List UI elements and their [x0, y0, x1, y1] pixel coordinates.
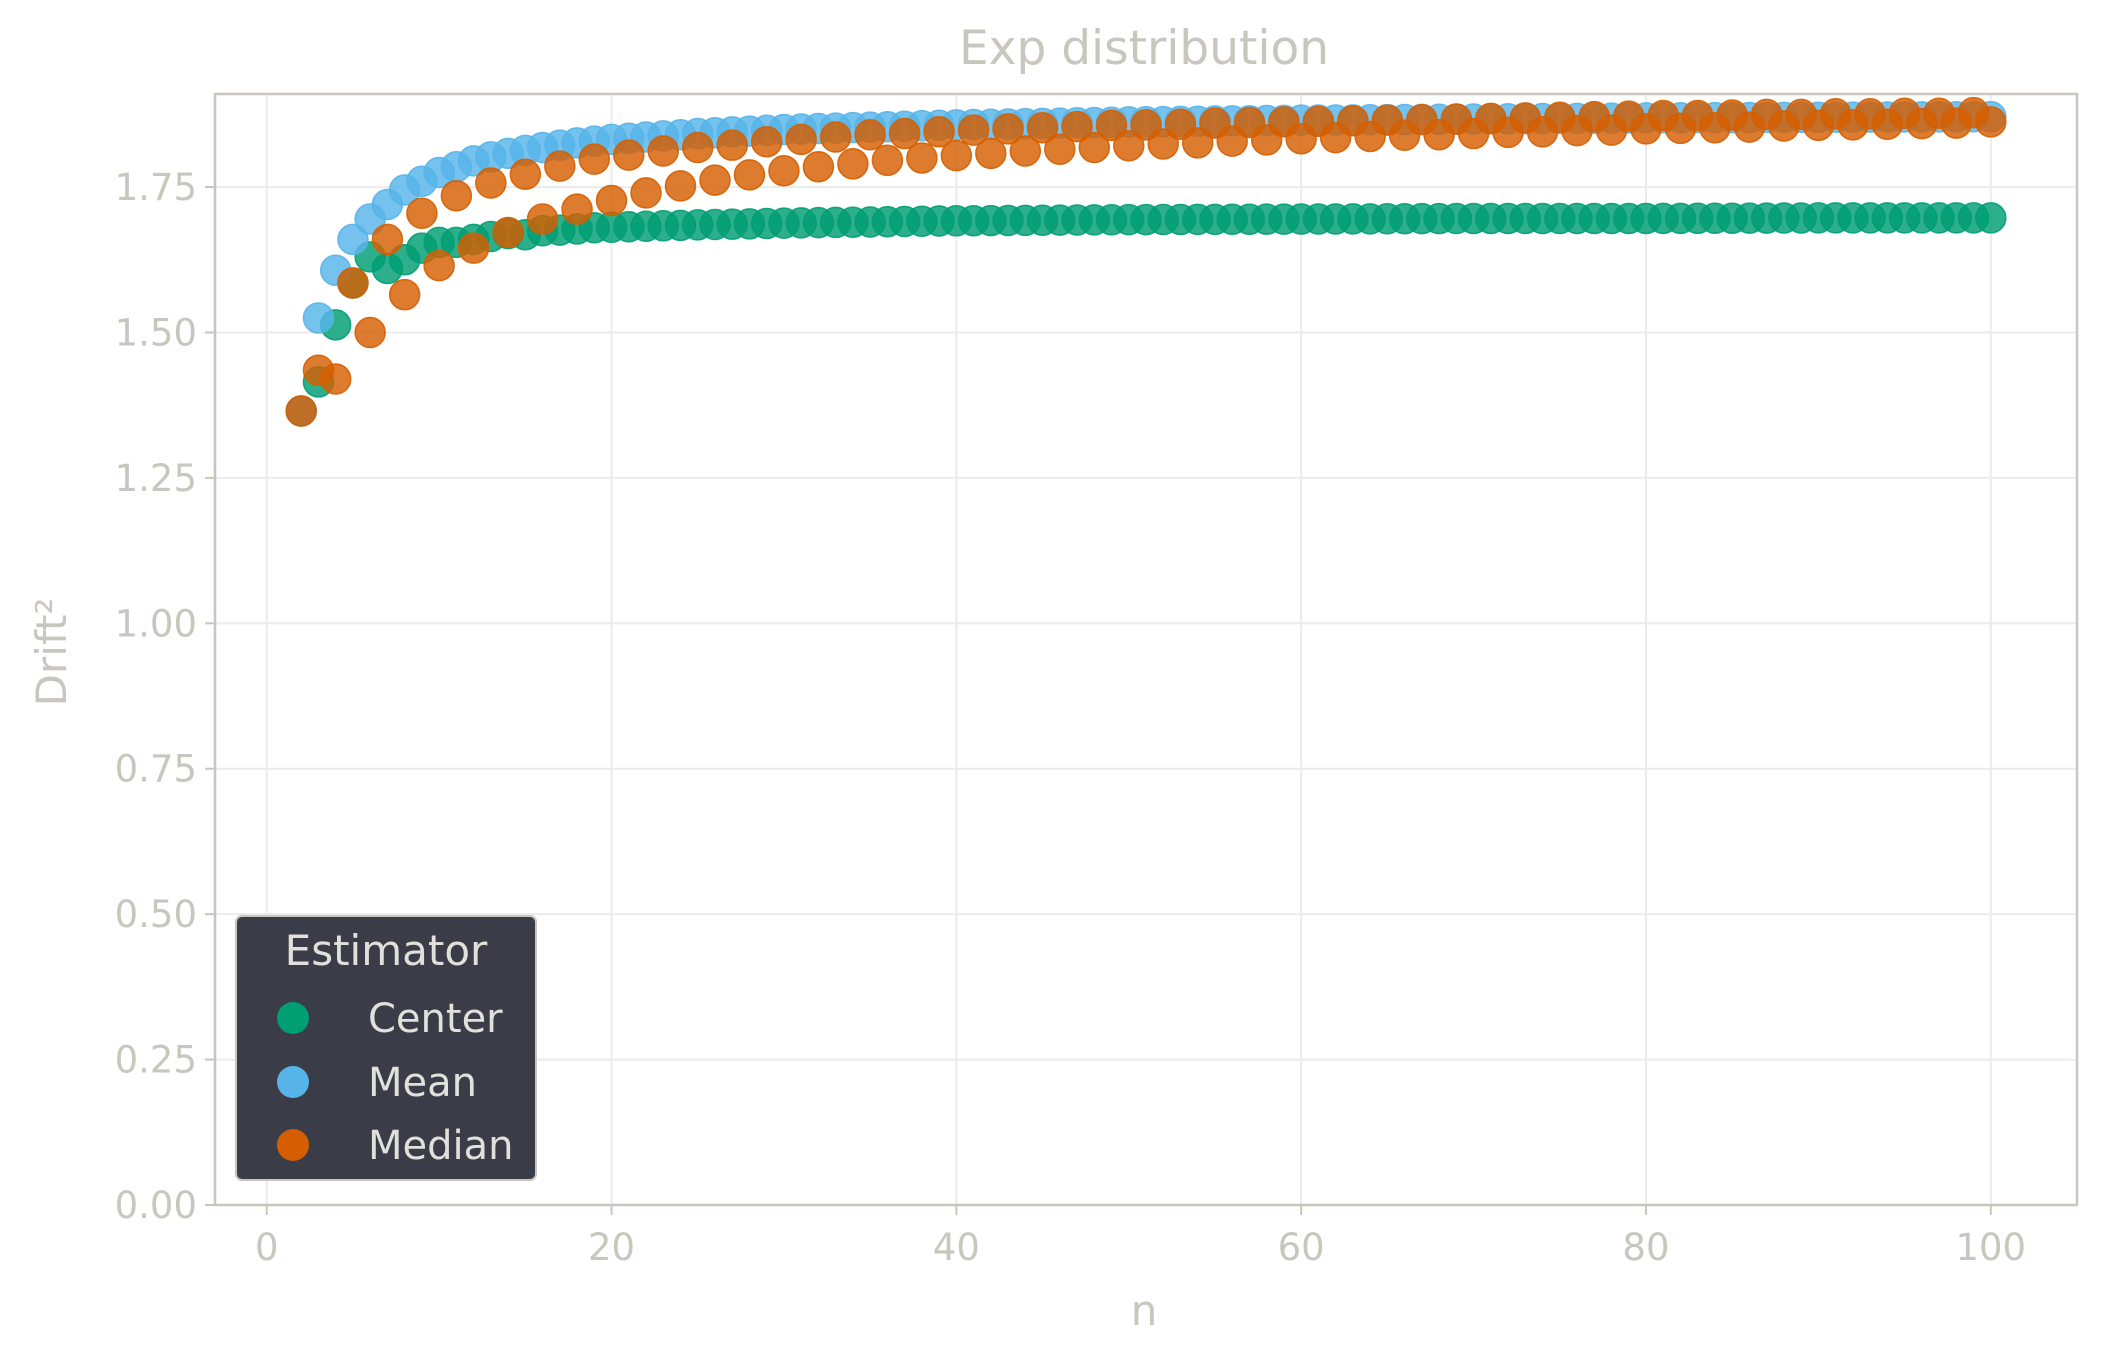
data-point — [768, 155, 800, 187]
data-point — [578, 143, 611, 175]
data-point — [733, 159, 766, 191]
data-point — [1975, 106, 2007, 138]
legend-marker-center — [277, 1002, 309, 1034]
data-point — [750, 125, 783, 158]
data-point — [285, 395, 317, 427]
data-point — [509, 158, 542, 191]
data-point — [337, 223, 369, 256]
y-tick-label: 1.00 — [115, 602, 197, 645]
x-tick-label: 40 — [933, 1226, 980, 1269]
data-point — [561, 193, 593, 225]
data-point — [1113, 130, 1145, 162]
y-tick-label: 0.00 — [115, 1184, 197, 1227]
legend: Estimator Center Mean Median — [235, 915, 537, 1181]
data-point — [940, 139, 973, 172]
x-axis-label: n — [1131, 1286, 1158, 1335]
data-point — [888, 117, 921, 150]
plot-frame — [213, 92, 2079, 1207]
legend-title: Estimator — [285, 926, 488, 975]
y-tick-label: 1.25 — [115, 457, 197, 500]
data-point — [906, 142, 938, 174]
data-point — [337, 267, 369, 299]
data-point — [647, 135, 680, 167]
data-point — [681, 131, 714, 164]
data-point — [992, 113, 1024, 145]
x-tick-label: 60 — [1278, 1226, 1325, 1269]
x-tick-label: 80 — [1622, 1226, 1669, 1269]
data-point — [699, 164, 731, 196]
x-axis-ticks: 0 20 40 60 80 100 — [255, 1205, 2026, 1269]
data-point — [854, 118, 886, 151]
data-point — [716, 129, 748, 161]
data-point — [664, 170, 697, 202]
x-tick-label: 0 — [255, 1226, 279, 1269]
data-point — [1044, 133, 1076, 166]
data-point — [802, 150, 835, 183]
chart-title: Exp distribution — [959, 21, 1329, 76]
data-point — [785, 123, 817, 156]
data-point — [1095, 109, 1128, 142]
data-point — [1975, 202, 2007, 234]
legend-label-center: Center — [368, 996, 503, 1042]
legend-label-median: Median — [368, 1123, 514, 1169]
y-tick-label: 0.25 — [115, 1039, 197, 1082]
y-axis-label: Drift² — [27, 598, 76, 707]
data-point — [544, 150, 576, 182]
data-point — [1078, 131, 1111, 164]
series-center — [285, 202, 2007, 427]
data-point — [1009, 135, 1042, 167]
data-point — [595, 184, 628, 217]
legend-marker-mean — [277, 1066, 309, 1098]
data-point — [526, 203, 559, 235]
y-axis-ticks: 0.00 0.25 0.50 0.75 1.00 1.25 1.50 1.75 — [115, 166, 215, 1227]
data-point — [406, 197, 438, 229]
series-median — [285, 96, 2007, 427]
data-point — [492, 216, 524, 249]
legend-marker-median — [277, 1129, 309, 1161]
y-tick-label: 0.75 — [115, 748, 197, 791]
data-point — [923, 116, 955, 148]
y-tick-label: 1.50 — [115, 311, 197, 354]
x-tick-label: 20 — [588, 1226, 635, 1269]
data-point — [837, 148, 869, 180]
y-tick-label: 1.75 — [115, 166, 197, 209]
data-point — [1026, 111, 1059, 144]
data-point — [423, 249, 455, 282]
data-point — [371, 223, 404, 256]
data-point — [475, 167, 507, 199]
data-point — [975, 137, 1007, 170]
series-layer — [285, 96, 2007, 427]
data-point — [319, 363, 352, 395]
data-point — [457, 232, 490, 264]
data-point — [871, 144, 904, 177]
y-tick-label: 0.50 — [115, 893, 197, 936]
plot-area — [213, 92, 2079, 1207]
data-point — [302, 302, 335, 334]
legend-box — [235, 915, 537, 1181]
data-point — [613, 139, 645, 171]
data-point — [354, 316, 386, 349]
data-point — [630, 177, 662, 209]
data-point — [819, 121, 852, 153]
data-point — [1061, 110, 1093, 143]
data-point — [388, 278, 421, 311]
data-point — [957, 114, 990, 146]
x-tick-label: 100 — [1955, 1226, 2026, 1269]
legend-label-mean: Mean — [368, 1060, 477, 1106]
data-point — [440, 180, 473, 212]
